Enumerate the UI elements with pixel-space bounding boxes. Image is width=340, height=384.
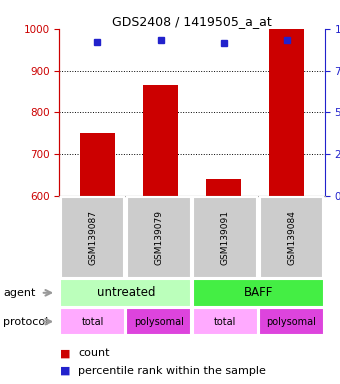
Text: polysomal: polysomal [134,316,184,327]
Bar [127,197,191,278]
Text: percentile rank within the sample: percentile rank within the sample [78,366,266,376]
Text: count: count [78,348,110,358]
Text: GSM139087: GSM139087 [88,210,97,265]
Bar [61,197,124,278]
Bar [260,197,323,278]
Text: GSM139084: GSM139084 [287,210,296,265]
Text: ■: ■ [59,348,70,358]
Bar [259,308,324,336]
Text: total: total [82,316,104,327]
Bar [80,133,115,196]
Bar [206,179,241,196]
Bar [60,279,191,306]
Title: GDS2408 / 1419505_a_at: GDS2408 / 1419505_a_at [112,15,272,28]
Bar [193,197,257,278]
Text: agent: agent [3,288,36,298]
Bar [143,85,178,196]
Text: protocol: protocol [3,316,49,327]
Text: polysomal: polysomal [267,316,317,327]
Bar [193,279,324,306]
Bar [126,308,191,336]
Text: GSM139091: GSM139091 [221,210,230,265]
Text: ■: ■ [59,366,70,376]
Text: BAFF: BAFF [244,286,273,299]
Bar [270,29,304,196]
Bar [60,308,125,336]
Bar [193,308,258,336]
Text: untreated: untreated [97,286,155,299]
Text: GSM139079: GSM139079 [154,210,164,265]
Text: total: total [214,316,236,327]
